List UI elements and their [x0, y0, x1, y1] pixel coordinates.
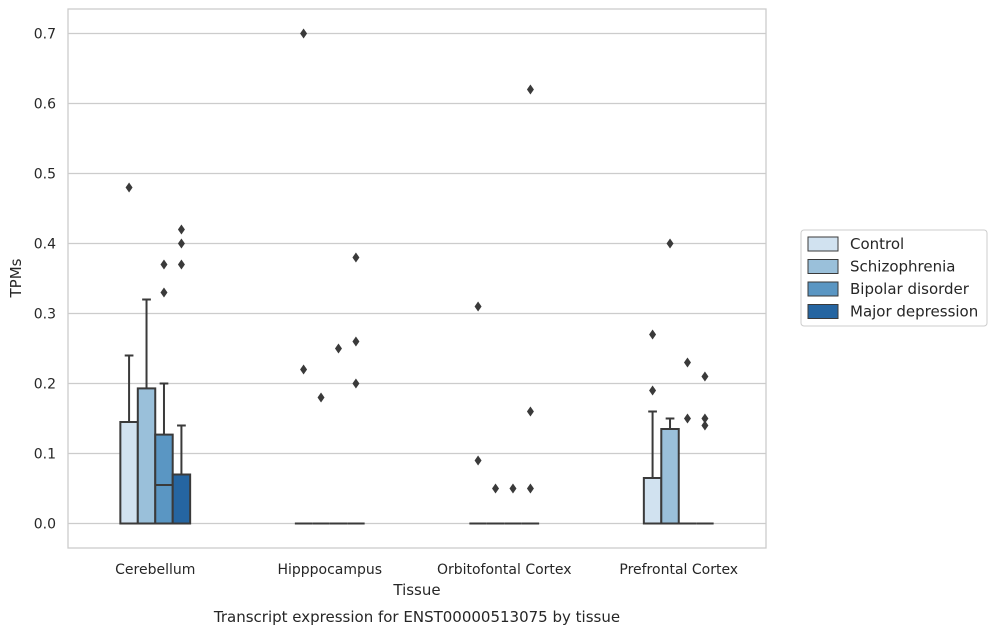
legend-frame — [800, 229, 988, 327]
outlier-point — [317, 392, 325, 403]
x-tick-label: Orbitofontal Cortex — [437, 562, 572, 578]
outlier-point — [300, 364, 308, 375]
boxes — [119, 298, 714, 525]
box-schizophrenia — [136, 298, 157, 525]
outlier-point — [526, 483, 534, 494]
y-tick-label: 0.7 — [34, 27, 56, 43]
outlier-point — [352, 378, 360, 389]
outlier-point — [649, 385, 657, 396]
outlier-point — [352, 336, 360, 347]
outlier-point — [526, 84, 534, 95]
x-tick-label: Prefrontal Cortex — [619, 562, 738, 578]
outlier-point — [334, 343, 342, 354]
outlier-point — [492, 483, 500, 494]
y-tick-labels: 0.0 0.1 0.2 0.3 0.4 0.5 0.6 0.7 — [34, 27, 56, 533]
outlier-point — [701, 420, 709, 431]
box-schizophrenia — [660, 417, 680, 525]
legend-swatch — [807, 281, 839, 297]
outlier-point — [526, 406, 534, 417]
outlier-point — [701, 371, 709, 382]
outlier-point — [649, 329, 657, 340]
outlier-point — [474, 301, 482, 312]
y-tick-label: 0.5 — [34, 167, 56, 183]
y-tick-label: 0.6 — [34, 97, 56, 113]
plot-frame — [67, 8, 767, 549]
outlier-point — [474, 455, 482, 466]
y-tick-label: 0.3 — [34, 307, 56, 323]
outlier-point — [683, 357, 691, 368]
outliers — [125, 28, 709, 494]
y-tick-label: 0.0 — [34, 517, 56, 533]
legend: Control Schizophrenia Bipolar disorder Majo… — [800, 229, 988, 327]
legend-label: Control — [850, 235, 904, 253]
outlier-point — [352, 252, 360, 263]
box-rect — [642, 477, 663, 525]
outlier-point — [177, 238, 185, 249]
legend-swatch — [807, 304, 839, 319]
box-rect — [154, 433, 174, 525]
legend-swatch — [807, 236, 839, 252]
outlier-point — [160, 287, 168, 298]
outlier-point — [683, 413, 691, 424]
x-tick-labels: Cerebellum Hipppocampus Orbitofontal Corte… — [115, 562, 738, 578]
outlier-point — [160, 259, 168, 270]
box-bipolar-disorder — [154, 382, 174, 525]
outlier-point — [509, 483, 517, 494]
y-tick-label: 0.2 — [34, 377, 56, 393]
outlier-point — [300, 28, 308, 39]
legend-label: Major depression — [850, 303, 978, 321]
box-rect — [136, 387, 157, 525]
y-axis-label: TPMs — [7, 258, 25, 298]
legend-label: Schizophrenia — [850, 258, 955, 276]
x-axis-label: Tissue — [392, 581, 440, 599]
box-rect — [119, 421, 139, 525]
x-tick-label: Cerebellum — [115, 562, 195, 578]
box-rect — [171, 473, 192, 525]
legend-label: Bipolar disorder — [850, 280, 970, 298]
x-tick-label: Hipppocampus — [277, 562, 382, 578]
outlier-point — [177, 224, 185, 235]
outlier-point — [701, 413, 709, 424]
y-tick-label: 0.4 — [34, 237, 56, 253]
box-control — [119, 354, 139, 525]
outlier-point — [666, 238, 674, 249]
box-rect — [660, 428, 680, 525]
box-major-depression — [171, 424, 192, 525]
outlier-point — [177, 259, 185, 270]
figure-caption: Transcript expression for ENST0000051307… — [213, 608, 620, 626]
legend-swatch — [807, 259, 839, 274]
box-control — [642, 410, 663, 525]
outlier-point — [125, 182, 133, 193]
y-tick-label: 0.1 — [34, 447, 56, 463]
